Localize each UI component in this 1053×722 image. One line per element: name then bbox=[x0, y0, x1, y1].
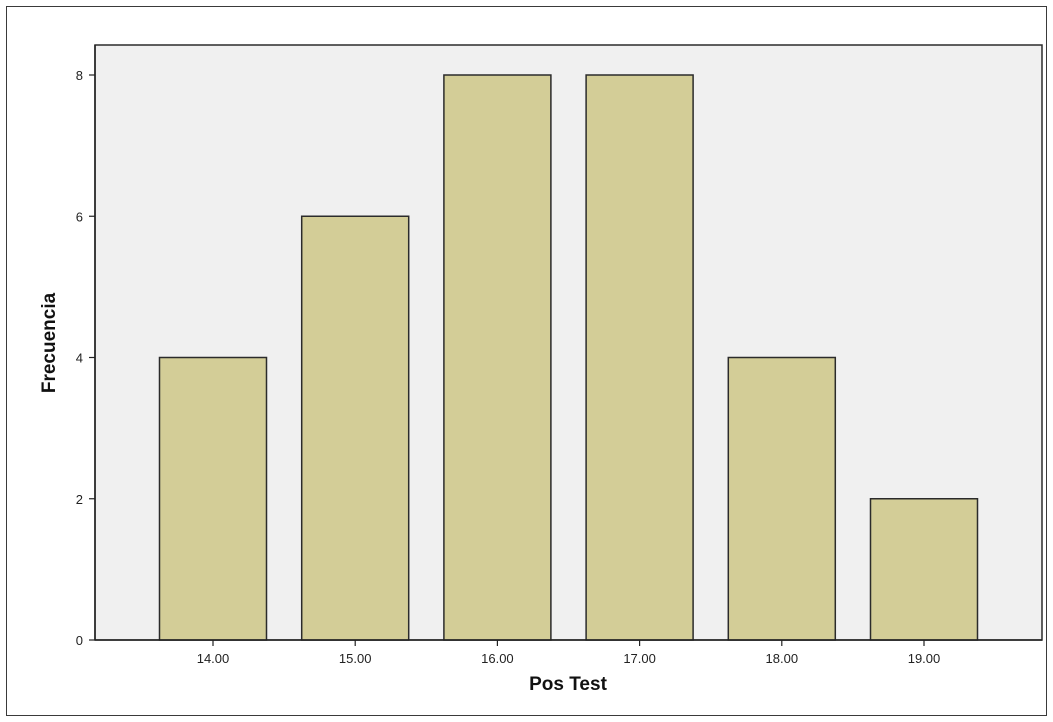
bar-16.00 bbox=[443, 74, 552, 641]
bar-15.00 bbox=[300, 215, 410, 641]
y-tick-label: 0 bbox=[76, 633, 83, 648]
bars-group bbox=[158, 74, 979, 641]
x-tick-label: 19.00 bbox=[908, 651, 941, 666]
x-ticks-group: 14.00 15.00 16.00 17.00 18.00 19.00 bbox=[197, 640, 941, 666]
y-tick-label: 8 bbox=[76, 68, 83, 83]
y-tick-label: 6 bbox=[76, 209, 83, 224]
x-tick-label: 15.00 bbox=[339, 651, 372, 666]
chart-frame: 0 2 4 6 8 14.00 15.00 16.00 17.00 18.00 19.00 Pos… bbox=[6, 6, 1047, 716]
y-tick-label: 4 bbox=[76, 351, 83, 366]
x-axis-title: Pos Test bbox=[529, 674, 607, 695]
x-tick-label: 16.00 bbox=[481, 651, 514, 666]
y-tick-label: 2 bbox=[76, 492, 83, 507]
axes-group bbox=[94, 45, 1042, 641]
y-ticks-group: 0 2 4 6 8 bbox=[76, 68, 95, 648]
bar-chart: 0 2 4 6 8 14.00 15.00 16.00 17.00 18.00 19.00 Pos… bbox=[39, 44, 1043, 695]
y-axis-title: Frecuencia bbox=[39, 292, 60, 393]
x-tick-label: 17.00 bbox=[623, 651, 656, 666]
bar-17.00 bbox=[585, 74, 694, 641]
bar-19.00 bbox=[869, 498, 979, 641]
bar-18.00 bbox=[727, 356, 837, 641]
x-tick-label: 18.00 bbox=[766, 651, 799, 666]
x-tick-label: 14.00 bbox=[197, 651, 230, 666]
bar-14.00 bbox=[158, 356, 268, 641]
